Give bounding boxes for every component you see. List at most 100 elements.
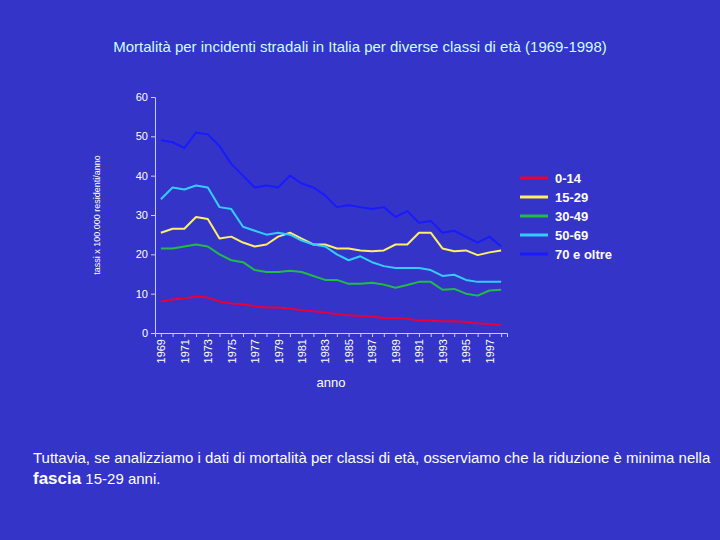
legend-label: 0-14 [555,171,582,186]
series-line [161,296,501,325]
y-tick-mark [151,254,155,255]
x-tick: 1977 [249,333,261,363]
x-tick: 1993 [437,333,449,363]
legend: 0-14 15-29 30-49 50-69 70 e oltre [520,171,612,262]
x-tick-mark [278,333,279,337]
x-tick-mark [313,333,314,337]
x-tick [220,333,221,337]
x-tick-mark [161,333,162,337]
x-tick: 1979 [273,333,285,363]
x-tick-mark [419,333,420,337]
x-tick-mark [290,333,291,337]
x-tick-mark [243,333,244,337]
x-tick-mark [360,333,361,337]
y-tick-mark [151,136,155,137]
legend-swatch [520,196,548,199]
x-tick-label: 1989 [390,339,402,363]
x-axis-title: anno [317,375,346,390]
x-tick-mark [220,333,221,337]
chart: Mortalità per incidenti stradali in Ital… [0,0,720,540]
x-tick: 1987 [366,333,378,363]
y-tick-label: 60 [136,91,148,103]
x-tick [173,333,174,337]
x-tick-mark [431,333,432,337]
y-tick-mark [151,333,155,334]
x-tick: 1997 [484,333,496,363]
x-tick: 1981 [296,333,308,363]
x-tick [360,333,361,337]
x-tick-mark [266,333,267,337]
plot-area [161,132,501,325]
y-tick-label: 0 [142,327,148,339]
x-tick [290,333,291,337]
series-line [161,245,501,296]
legend-swatch [520,177,548,180]
x-tick-mark [372,333,373,337]
y-tick: 20 [136,248,155,260]
x-tick: 1991 [413,333,425,363]
x-tick-mark [325,333,326,337]
x-tick-mark [454,333,455,337]
x-tick-label: 1977 [249,339,261,363]
y-tick-label: 50 [136,130,148,142]
x-tick-label: 1979 [273,339,285,363]
x-tick: 1985 [343,333,355,363]
y-tick-mark [151,97,155,98]
legend-swatch [520,215,548,218]
y-axis-line [151,98,156,334]
x-tick: 1969 [155,333,167,363]
y-tick-label: 10 [136,288,148,300]
title: Mortalità per incidenti stradali in Ital… [113,38,607,55]
x-tick-label: 1983 [319,339,331,363]
legend-label: 30-49 [555,209,588,224]
caption-text: Tuttavia, se analizziamo i dati di morta… [33,449,710,466]
x-tick-mark [337,333,338,337]
x-tick: 1995 [460,333,472,363]
y-tick-label: 40 [136,170,148,182]
y-tick-label: 30 [136,209,148,221]
x-tick-mark [396,333,397,337]
x-tick: 1989 [390,333,402,363]
y-tick: 40 [136,170,155,182]
x-tick: 1983 [319,333,331,363]
x-tick-label: 1991 [413,339,425,363]
x-tick-mark [255,333,256,337]
legend-item: 30-49 [520,209,588,224]
legend-label: 50-69 [555,228,588,243]
x-tick-label: 1975 [226,339,238,363]
caption: Tuttavia, se analizziamo i dati di morta… [33,448,713,491]
x-tick-label: 1971 [179,339,191,363]
x-tick-mark [478,333,479,337]
x-tick [431,333,432,337]
legend-item: 15-29 [520,190,588,205]
legend-item: 70 e oltre [520,247,612,262]
x-tick: 1971 [179,333,191,363]
x-tick-mark [231,333,232,337]
x-tick-label: 1973 [202,339,214,363]
x-tick-mark [384,333,385,337]
x-tick [243,333,244,337]
y-axis: 0 10 20 30 40 50 60 [136,91,156,339]
y-axis-title: tassi x 100.000 residenti/anno [92,155,102,275]
x-tick-label: 1969 [155,339,167,363]
caption-text: fascia [33,469,81,488]
x-tick-mark [442,333,443,337]
legend-swatch [520,234,548,237]
y-tick: 0 [142,327,155,339]
x-axis-line [156,334,508,338]
x-tick-mark [466,333,467,337]
y-tick-mark [151,215,155,216]
legend-label: 70 e oltre [555,247,612,262]
series-line [161,132,501,246]
x-tick [196,333,197,337]
x-tick [266,333,267,337]
legend-swatch [520,253,548,256]
y-tick: 10 [136,288,155,300]
x-tick-mark [184,333,185,337]
legend-item: 0-14 [520,171,582,186]
x-tick-label: 1985 [343,339,355,363]
x-tick [313,333,314,337]
y-tick: 30 [136,209,155,221]
x-tick-mark [501,333,502,337]
x-tick-label: 1993 [437,339,449,363]
